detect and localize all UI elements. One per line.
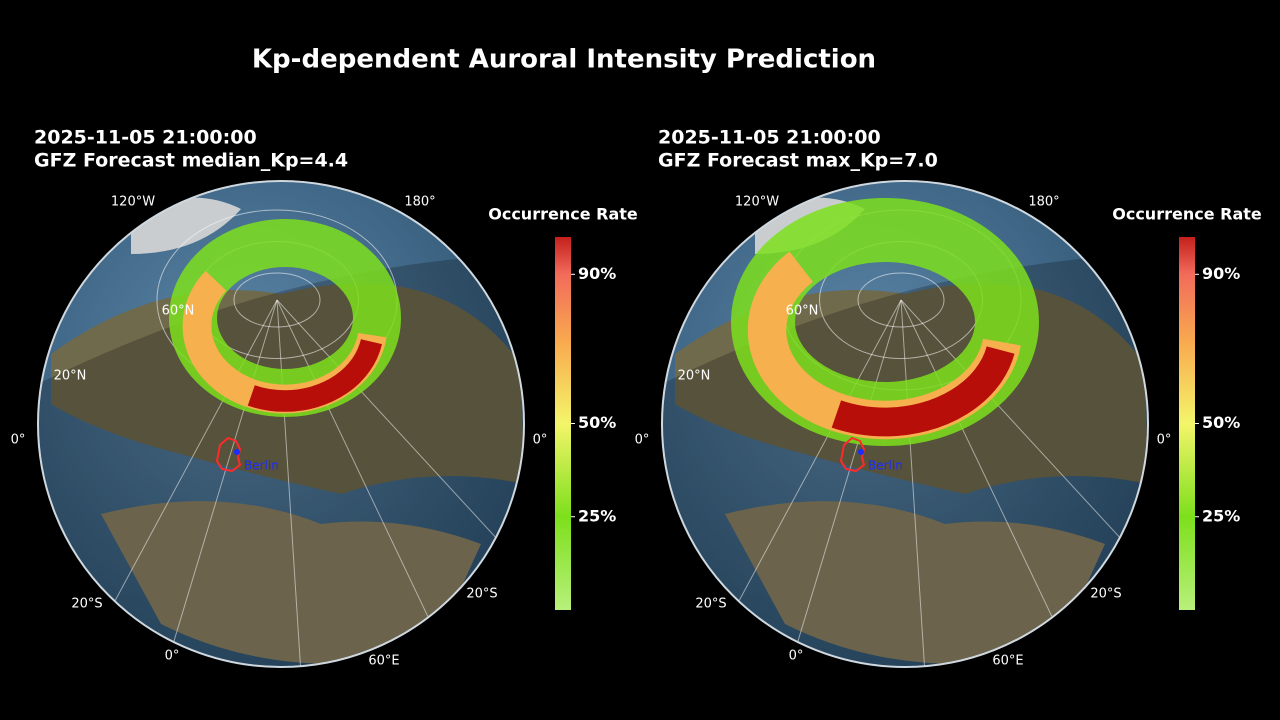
grid-label: 180° (404, 195, 435, 210)
aurora-core (752, 227, 1018, 437)
grid-label: 20°S (1090, 587, 1121, 602)
panel-timestamp: 2025-11-05 21:00:00 (34, 127, 257, 149)
globe (38, 181, 524, 667)
grid-label: 60°N (786, 304, 819, 319)
colorbar-tick-label: 90% (1202, 264, 1240, 283)
city-marker (234, 449, 240, 455)
city-label: Berlin (244, 459, 279, 473)
grid-label: 180° (1028, 195, 1059, 210)
grid-label: 0° (789, 649, 804, 664)
grid-label: 20°S (466, 587, 497, 602)
colorbar-tick-label: 25% (578, 506, 616, 525)
graticule (784, 299, 902, 667)
colorbar-tick-label: 50% (578, 413, 616, 432)
colorbar-tick-label: 90% (578, 264, 616, 283)
colorbar-tick-label: 50% (1202, 413, 1240, 432)
grid-label: 60°N (162, 304, 195, 319)
grid-label: 120°W (735, 195, 779, 210)
grid-label: 0° (11, 433, 26, 448)
region-outline (839, 436, 866, 473)
panel-forecast: GFZ Forecast median_Kp=4.4 (34, 150, 348, 172)
grid-label: 60°E (992, 654, 1023, 669)
grid-label: 60°E (368, 654, 399, 669)
colorbar-label: Occurrence Rate (1112, 205, 1262, 224)
land (725, 501, 1105, 664)
graticule (900, 299, 926, 667)
graticule (276, 299, 302, 667)
graticule (276, 299, 512, 555)
grid-label: 20°N (54, 369, 87, 384)
graticule (900, 299, 1066, 645)
grid-label: 20°S (695, 597, 726, 612)
panel-forecast: GFZ Forecast max_Kp=7.0 (658, 150, 938, 172)
colorbar (555, 237, 571, 610)
grid-label: 120°W (111, 195, 155, 210)
graticule (160, 299, 278, 667)
grid-label: 0° (533, 433, 548, 448)
city-marker (858, 449, 864, 455)
panel-timestamp: 2025-11-05 21:00:00 (658, 127, 881, 149)
colorbar (1179, 237, 1195, 610)
colorbar-tick-label: 25% (1202, 506, 1240, 525)
globe-edge (661, 180, 1149, 668)
graticule (276, 299, 442, 645)
graticule (900, 299, 1136, 555)
graticule (233, 272, 321, 328)
region-outline (215, 436, 242, 473)
city-label: Berlin (868, 459, 903, 473)
globe (662, 181, 1148, 667)
grid-label: 0° (165, 649, 180, 664)
figure-title: Kp-dependent Auroral Intensity Predictio… (252, 45, 876, 75)
grid-label: 0° (635, 433, 650, 448)
grid-label: 20°S (71, 597, 102, 612)
globe-edge (37, 180, 525, 668)
colorbar-label: Occurrence Rate (488, 205, 638, 224)
grid-label: 20°N (678, 369, 711, 384)
aurora-core (186, 244, 384, 412)
graticule (857, 272, 945, 328)
land (101, 501, 481, 664)
grid-label: 0° (1157, 433, 1172, 448)
